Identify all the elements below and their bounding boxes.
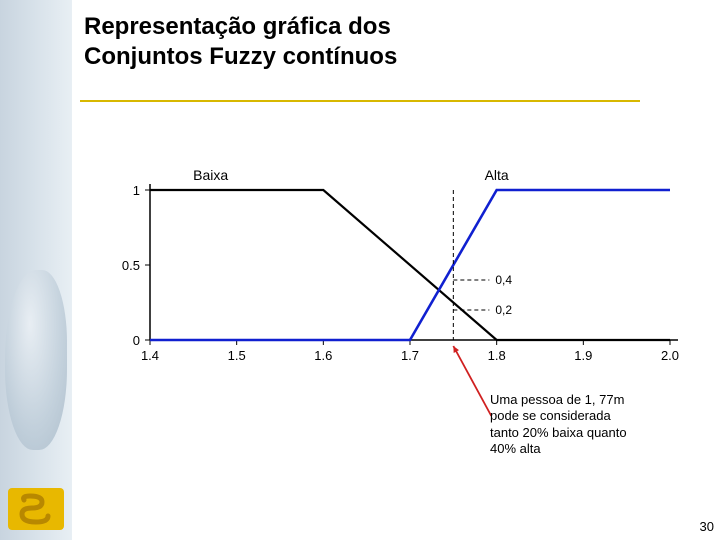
svg-text:0,2: 0,2 xyxy=(495,303,512,317)
page-title: Representação gráfica dos Conjuntos Fuzz… xyxy=(84,12,397,72)
sidebar-logo xyxy=(8,488,64,530)
title-underline xyxy=(80,100,640,102)
caption-line-4: 40% alta xyxy=(490,441,541,456)
sidebar-decorative xyxy=(0,0,72,540)
caption-line-3: tanto 20% baixa quanto xyxy=(490,425,627,440)
svg-text:1.6: 1.6 xyxy=(314,348,332,363)
sidebar-statue-image xyxy=(5,270,67,450)
caption-text: Uma pessoa de 1, 77m pode se considerada… xyxy=(490,392,690,457)
title-line-2: Conjuntos Fuzzy contínuos xyxy=(84,42,397,72)
page-number: 30 xyxy=(700,519,714,534)
svg-text:1.8: 1.8 xyxy=(488,348,506,363)
svg-text:1: 1 xyxy=(133,183,140,198)
svg-text:0.5: 0.5 xyxy=(122,258,140,273)
svg-text:1.4: 1.4 xyxy=(141,348,159,363)
svg-text:0,4: 0,4 xyxy=(495,273,512,287)
caption-line-1: Uma pessoa de 1, 77m xyxy=(490,392,624,407)
svg-text:Alta: Alta xyxy=(485,167,509,183)
svg-text:Baixa: Baixa xyxy=(193,167,228,183)
svg-text:1.7: 1.7 xyxy=(401,348,419,363)
svg-text:2.0: 2.0 xyxy=(661,348,679,363)
svg-text:1.5: 1.5 xyxy=(228,348,246,363)
svg-text:0: 0 xyxy=(133,333,140,348)
title-line-1: Representação gráfica dos xyxy=(84,12,397,42)
svg-text:1.9: 1.9 xyxy=(574,348,592,363)
caption-line-2: pode se considerada xyxy=(490,408,611,423)
